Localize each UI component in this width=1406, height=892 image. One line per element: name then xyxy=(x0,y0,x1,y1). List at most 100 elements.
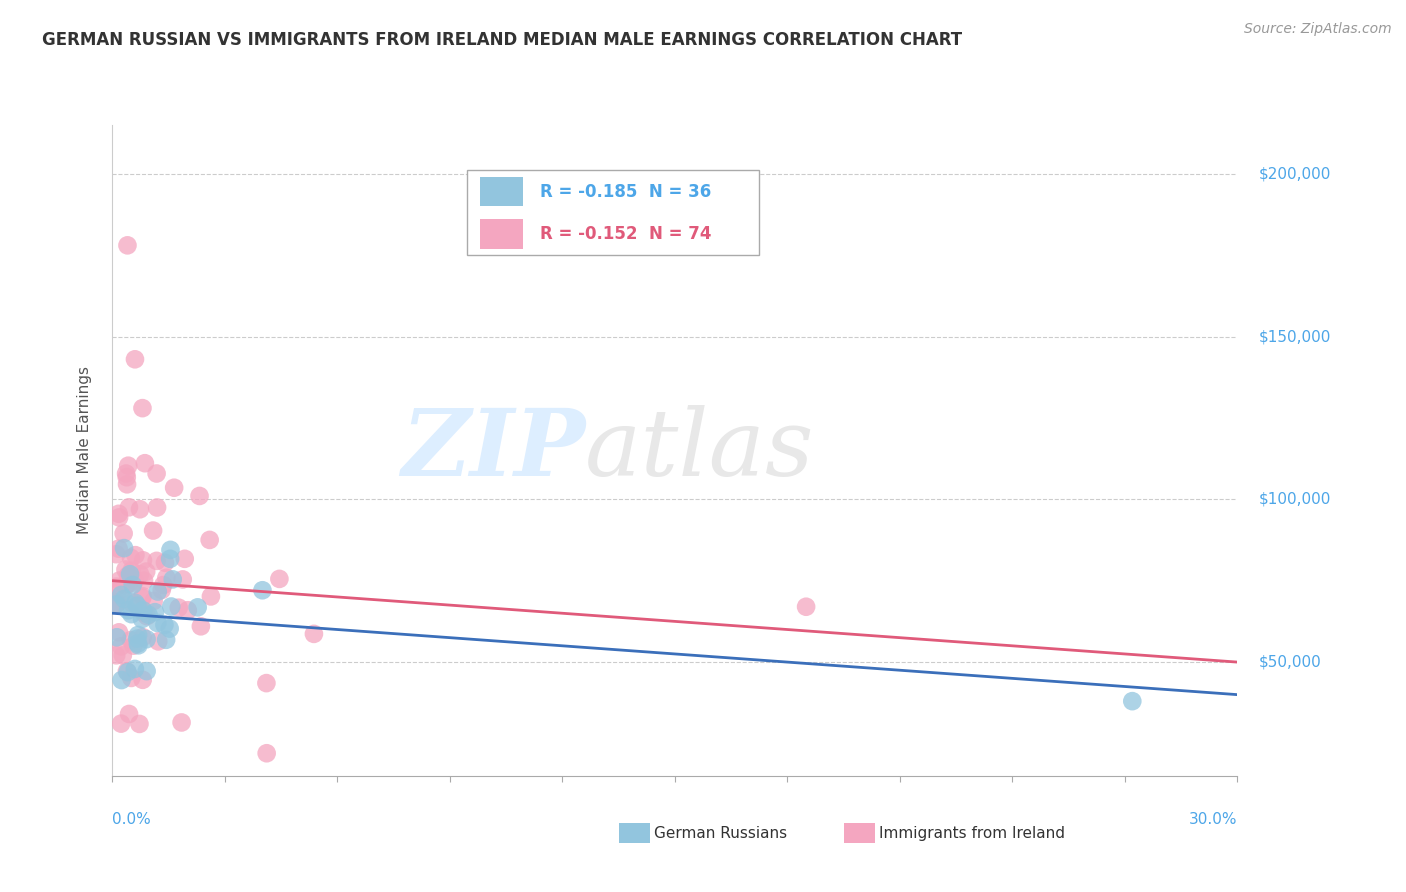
Point xyxy=(107,541,129,556)
Point xyxy=(124,548,146,562)
Point xyxy=(254,676,277,690)
Point xyxy=(112,541,135,555)
Bar xyxy=(481,177,523,206)
Point xyxy=(121,578,143,592)
Point xyxy=(794,599,817,614)
Text: $50,000: $50,000 xyxy=(1258,655,1322,670)
Point xyxy=(127,599,149,613)
Point xyxy=(127,632,149,646)
Point xyxy=(115,467,138,481)
Point xyxy=(131,591,153,605)
Point xyxy=(105,598,128,612)
Point xyxy=(120,633,142,648)
Point xyxy=(120,671,142,685)
Point xyxy=(146,615,169,630)
Point xyxy=(177,603,200,617)
Point xyxy=(105,596,128,610)
Text: German Russians: German Russians xyxy=(654,826,787,840)
FancyBboxPatch shape xyxy=(467,170,759,255)
Point xyxy=(120,607,142,622)
Point xyxy=(105,597,128,611)
Point xyxy=(118,706,141,721)
Point xyxy=(198,533,221,547)
Point xyxy=(162,573,184,587)
Point xyxy=(127,638,149,652)
Text: Immigrants from Ireland: Immigrants from Ireland xyxy=(879,826,1064,840)
Point xyxy=(159,542,181,557)
Point xyxy=(115,477,138,491)
Text: $100,000: $100,000 xyxy=(1258,491,1330,507)
Point xyxy=(108,510,131,524)
Point xyxy=(145,467,167,481)
Point xyxy=(105,630,128,644)
Point xyxy=(124,596,146,610)
Text: 30.0%: 30.0% xyxy=(1189,812,1237,827)
Point xyxy=(150,582,173,597)
Point xyxy=(148,634,170,648)
Point xyxy=(127,628,149,642)
Bar xyxy=(481,219,523,249)
Text: $150,000: $150,000 xyxy=(1258,329,1330,344)
Point xyxy=(117,238,139,252)
Text: R = -0.185  N = 36: R = -0.185 N = 36 xyxy=(540,183,711,201)
Point xyxy=(146,500,169,515)
Point xyxy=(173,551,195,566)
Y-axis label: Median Male Earnings: Median Male Earnings xyxy=(77,367,91,534)
Point xyxy=(153,556,176,570)
Point xyxy=(110,588,132,602)
Point xyxy=(115,470,138,484)
Point xyxy=(105,580,128,594)
Point xyxy=(117,603,139,617)
Point xyxy=(107,507,129,521)
Text: $200,000: $200,000 xyxy=(1258,166,1330,181)
Point xyxy=(252,583,274,598)
Point xyxy=(108,574,131,588)
Point xyxy=(132,630,155,644)
Text: 0.0%: 0.0% xyxy=(112,812,152,827)
Point xyxy=(155,632,177,647)
Point xyxy=(117,458,139,473)
Point xyxy=(256,746,278,760)
Point xyxy=(132,603,155,617)
Point xyxy=(135,565,157,579)
Point xyxy=(135,632,157,647)
Point xyxy=(110,640,132,654)
Point xyxy=(124,574,146,588)
Point xyxy=(200,590,222,604)
Point xyxy=(138,607,160,622)
Point xyxy=(172,573,194,587)
Point xyxy=(122,639,145,653)
Text: atlas: atlas xyxy=(585,406,814,495)
Point xyxy=(131,401,153,416)
Point xyxy=(142,524,165,538)
Point xyxy=(120,550,142,565)
Text: Source: ZipAtlas.com: Source: ZipAtlas.com xyxy=(1244,22,1392,37)
Point xyxy=(167,600,190,615)
Point xyxy=(145,554,167,568)
Point xyxy=(159,551,181,566)
Point xyxy=(160,599,183,614)
Point xyxy=(127,636,149,650)
Point xyxy=(110,673,132,687)
Point xyxy=(131,589,153,603)
Point xyxy=(105,648,128,663)
Text: R = -0.152  N = 74: R = -0.152 N = 74 xyxy=(540,226,711,244)
Point xyxy=(153,618,176,632)
Point xyxy=(142,594,165,608)
Point xyxy=(118,577,141,591)
Point xyxy=(1121,694,1143,708)
Point xyxy=(124,662,146,676)
Point xyxy=(132,574,155,588)
Point xyxy=(129,567,152,582)
Point xyxy=(128,717,150,731)
Point xyxy=(115,665,138,679)
Point xyxy=(131,612,153,626)
Point xyxy=(111,648,134,663)
Point xyxy=(155,571,177,585)
Point xyxy=(107,584,129,599)
Point xyxy=(302,627,325,641)
Point xyxy=(118,500,141,515)
Point xyxy=(110,716,132,731)
Point xyxy=(124,352,146,367)
Point xyxy=(114,563,136,577)
